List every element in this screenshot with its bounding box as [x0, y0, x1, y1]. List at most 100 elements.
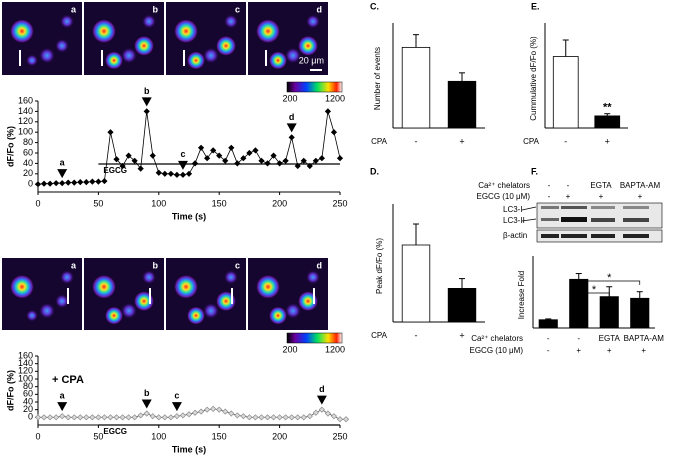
micrograph: b	[84, 2, 164, 75]
data-point	[173, 171, 181, 178]
micrograph: b	[84, 258, 164, 330]
event-marker	[316, 395, 327, 405]
band-label: β-actin	[503, 231, 527, 240]
condition-value: +	[607, 346, 612, 355]
data-point	[46, 180, 54, 187]
cell	[39, 47, 55, 64]
data-point	[300, 157, 307, 164]
y-tick-label: 0	[28, 412, 33, 422]
data-point	[264, 414, 271, 421]
cell	[60, 14, 74, 29]
y-tick-label: 40	[23, 396, 33, 406]
cell	[224, 14, 238, 29]
category-label: -	[415, 330, 418, 340]
cell	[187, 51, 205, 70]
x-tick-label: 0	[35, 198, 40, 208]
cell	[134, 35, 154, 56]
data-point	[155, 169, 162, 176]
data-point	[228, 144, 235, 151]
data-point	[324, 108, 332, 115]
condition-value: BAPTA-AM	[624, 334, 665, 343]
western-blot	[521, 202, 663, 243]
data-point	[324, 410, 332, 417]
event-marker	[57, 402, 68, 412]
data-point	[264, 160, 271, 167]
category-label: +	[605, 136, 610, 146]
bar	[599, 296, 619, 329]
data-point	[234, 160, 241, 167]
category-label: +	[459, 136, 464, 146]
band-label: LC3-I	[503, 205, 523, 214]
cell	[26, 309, 38, 322]
data-point	[173, 413, 181, 420]
data-point	[276, 160, 283, 167]
data-point	[53, 180, 60, 187]
data-point	[101, 414, 108, 421]
data-point	[318, 406, 325, 413]
data-point	[137, 412, 144, 419]
condition-value: +	[641, 346, 646, 355]
image-label: a	[71, 260, 77, 270]
y-tick-label: 160	[18, 350, 33, 360]
data-point	[197, 408, 205, 415]
cell	[203, 47, 219, 64]
colorbar-label: 1200	[325, 93, 345, 103]
data-point	[161, 414, 168, 421]
cell	[269, 51, 287, 70]
data-point	[216, 152, 223, 159]
data-point	[53, 414, 60, 421]
data-point	[191, 160, 199, 167]
data-point	[119, 414, 126, 421]
data-point	[95, 414, 102, 421]
panel-label: D.	[370, 166, 379, 176]
condition-value: -	[567, 181, 570, 190]
colorbar-label: 1200	[325, 344, 345, 354]
data-point	[83, 179, 90, 186]
event-label: d	[319, 384, 325, 394]
x-axis-title: Time (s)	[172, 211, 206, 221]
cell	[121, 47, 137, 64]
condition-name: EGCG (10 μM)	[476, 192, 530, 201]
data-point	[306, 413, 313, 420]
data-point	[246, 149, 253, 157]
data-point	[312, 157, 319, 164]
y-tick-label: 120	[18, 116, 33, 126]
image-label: b	[153, 260, 159, 270]
scale-bar-label: 20 μm	[299, 55, 324, 65]
data-point	[149, 413, 156, 420]
data-point	[59, 180, 66, 187]
micrograph: d 20 μm	[248, 2, 328, 75]
data-point	[65, 179, 72, 186]
data-point	[282, 414, 289, 421]
x-axis-title: CPA	[371, 331, 388, 340]
data-point	[113, 156, 120, 163]
x-axis-title: CPA	[371, 137, 388, 146]
x-tick-label: 200	[272, 431, 287, 441]
micrograph: c	[166, 2, 246, 75]
data-point	[71, 179, 78, 186]
significance-bracket	[578, 292, 610, 297]
data-point	[34, 181, 42, 188]
treatment-label: EGCG	[103, 166, 127, 175]
cell	[105, 306, 123, 325]
x-tick-label: 100	[151, 431, 166, 441]
event-marker	[57, 169, 68, 179]
event-marker	[177, 160, 188, 170]
y-axis-title: Peak dF/Fo (%)	[375, 238, 384, 294]
event-marker	[141, 97, 152, 107]
condition-value: +	[638, 192, 643, 201]
data-point	[89, 414, 96, 421]
x-tick-label: 150	[212, 431, 227, 441]
category-label: -	[564, 136, 567, 146]
y-tick-label: 40	[23, 158, 33, 168]
bar	[401, 244, 431, 323]
data-point	[83, 414, 90, 421]
x-tick-label: 50	[93, 198, 103, 208]
condition-value: -	[548, 181, 551, 190]
category-label: -	[415, 136, 418, 146]
data-point	[312, 409, 319, 416]
data-point	[131, 414, 138, 421]
cell	[26, 54, 38, 67]
data-point	[294, 414, 301, 421]
data-point	[191, 409, 199, 416]
